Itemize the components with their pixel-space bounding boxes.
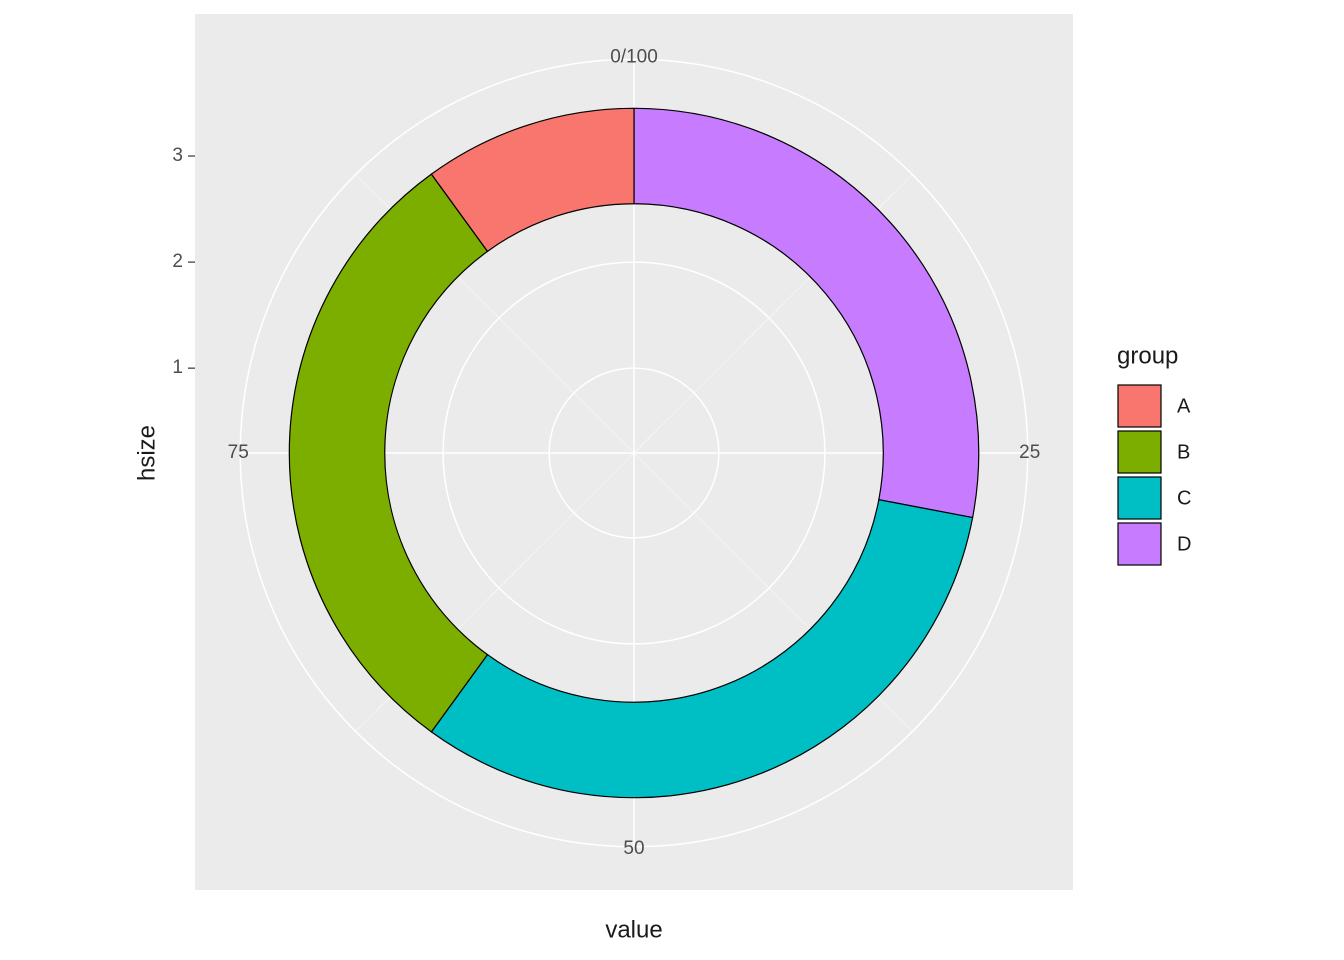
legend-key — [1117, 430, 1162, 474]
x-tick-label: 0/100 — [610, 46, 658, 67]
x-tick-label: 75 — [228, 442, 249, 463]
y-tick-label: 1 — [172, 357, 183, 378]
donut-segment — [430, 107, 635, 253]
legend-label: A — [1177, 395, 1191, 417]
legend-key — [1117, 522, 1162, 566]
donut-segment — [430, 499, 974, 799]
donut-segment — [288, 173, 489, 733]
legend-label: B — [1177, 441, 1190, 463]
x-tick-label: 50 — [623, 838, 644, 859]
legend-key — [1117, 476, 1162, 520]
y-tick-label: 3 — [172, 145, 183, 166]
legend-label: C — [1177, 487, 1191, 509]
x-axis-title: value — [605, 916, 662, 943]
legend-key — [1117, 384, 1162, 428]
x-tick-label: 25 — [1019, 442, 1040, 463]
legend-title: group — [1117, 342, 1178, 369]
legend-label: D — [1177, 533, 1191, 555]
y-tick-label: 2 — [172, 251, 183, 272]
donut-segment — [633, 107, 980, 519]
y-axis-title: hsize — [133, 425, 160, 481]
